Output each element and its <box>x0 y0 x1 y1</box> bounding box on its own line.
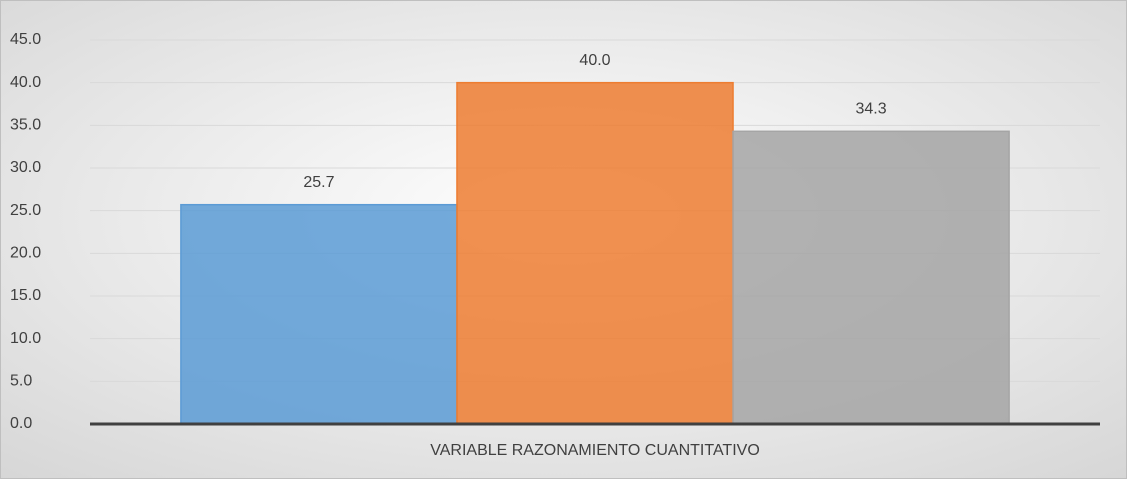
y-tick-label: 25.0 <box>10 202 41 219</box>
y-tick-label: 0.0 <box>10 415 32 432</box>
y-tick-label: 10.0 <box>10 330 41 347</box>
y-tick-label: 40.0 <box>10 74 41 91</box>
y-tick-label: 15.0 <box>10 287 41 304</box>
y-tick-label: 30.0 <box>10 159 41 176</box>
bar <box>456 81 734 425</box>
data-label: 34.3 <box>855 101 886 118</box>
y-tick-label: 20.0 <box>10 245 41 262</box>
x-tick-label: VARIABLE RAZONAMIENTO CUANTITATIVO <box>430 442 760 459</box>
bar <box>732 130 1010 425</box>
y-tick-label: 45.0 <box>10 31 41 48</box>
y-tick-label: 5.0 <box>10 373 32 390</box>
data-label: 25.7 <box>303 174 334 191</box>
bar <box>180 203 458 425</box>
data-label: 40.0 <box>579 52 610 69</box>
y-tick-label: 35.0 <box>10 117 41 134</box>
